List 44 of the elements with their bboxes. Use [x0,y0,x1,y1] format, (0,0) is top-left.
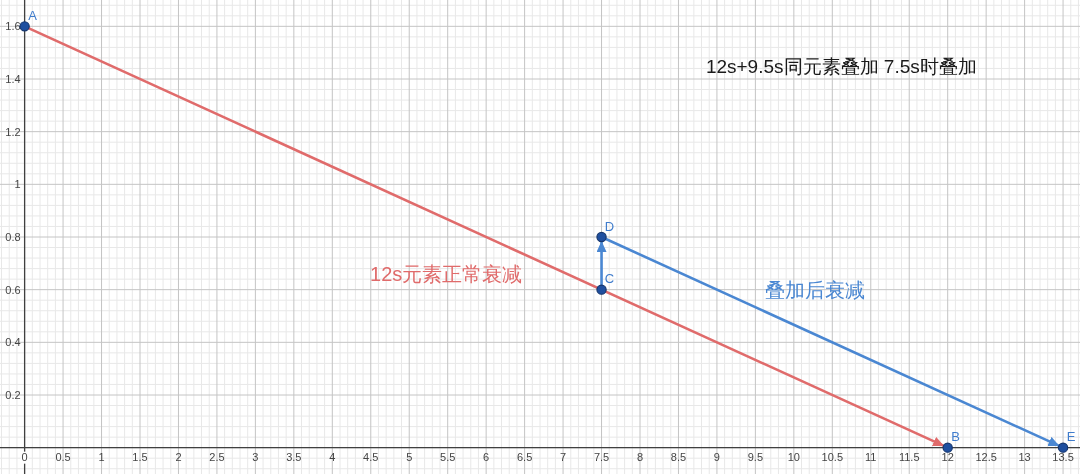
series-label: 叠加后衰减 [765,279,866,302]
x-tick-label: 11.5 [898,450,920,463]
y-tick-label: 0.2 [5,389,21,401]
annotation: A [28,7,38,23]
x-tick-label: 7 [560,450,567,463]
x-tick-label: 1.5 [132,450,148,463]
x-tick-label: 2.5 [209,450,225,463]
x-tick-label: 12.5 [975,450,997,463]
x-tick-label: 6 [483,450,490,463]
annotation: C [604,271,615,287]
y-tick-label: 1.6 [5,20,21,33]
series-label: 12s元素正常衰减 [370,263,523,285]
annotation: B [951,429,961,445]
x-tick-label: 13.5 [1052,450,1074,463]
x-tick-label: 5.5 [440,450,456,463]
x-tick-label: 9 [713,450,720,463]
y-tick-label: 1.2 [5,125,21,138]
x-tick-label: 5 [406,450,413,463]
x-tick-label: 0 [21,450,28,463]
x-tick-label: 6.5 [516,450,533,463]
x-tick-label: 2 [175,450,182,463]
y-tick-label: 0.6 [5,283,21,296]
x-tick-label: 9.5 [747,450,764,463]
x-tick-label: 11 [865,450,877,463]
x-tick-label: 0.5 [55,450,71,463]
x-tick-label: 3.5 [286,450,302,463]
y-tick-label: 0.8 [5,231,21,243]
x-tick-label: 3 [252,450,259,463]
x-tick-label: 8.5 [670,450,687,463]
y-tick-label: 1 [14,178,21,191]
x-tick-label: 8 [636,450,644,463]
x-tick-label: 4 [329,450,336,463]
y-tick-label: 1.4 [5,73,21,85]
y-tick-label: 0.4 [5,336,21,349]
x-tick-label: 4.5 [363,450,379,463]
x-tick-label: 7.5 [593,450,610,463]
annotation: E [1066,429,1076,445]
text: 12s+9.5s同元素叠加 7.5s时叠加 [705,55,977,77]
x-tick-label: 1 [98,450,105,463]
x-tick-label: 13 [1018,450,1031,463]
annotation: D [604,218,615,234]
x-tick-label: 10 [787,450,800,463]
x-tick-label: 12 [941,450,954,463]
x-tick-label: 10.5 [821,450,844,463]
